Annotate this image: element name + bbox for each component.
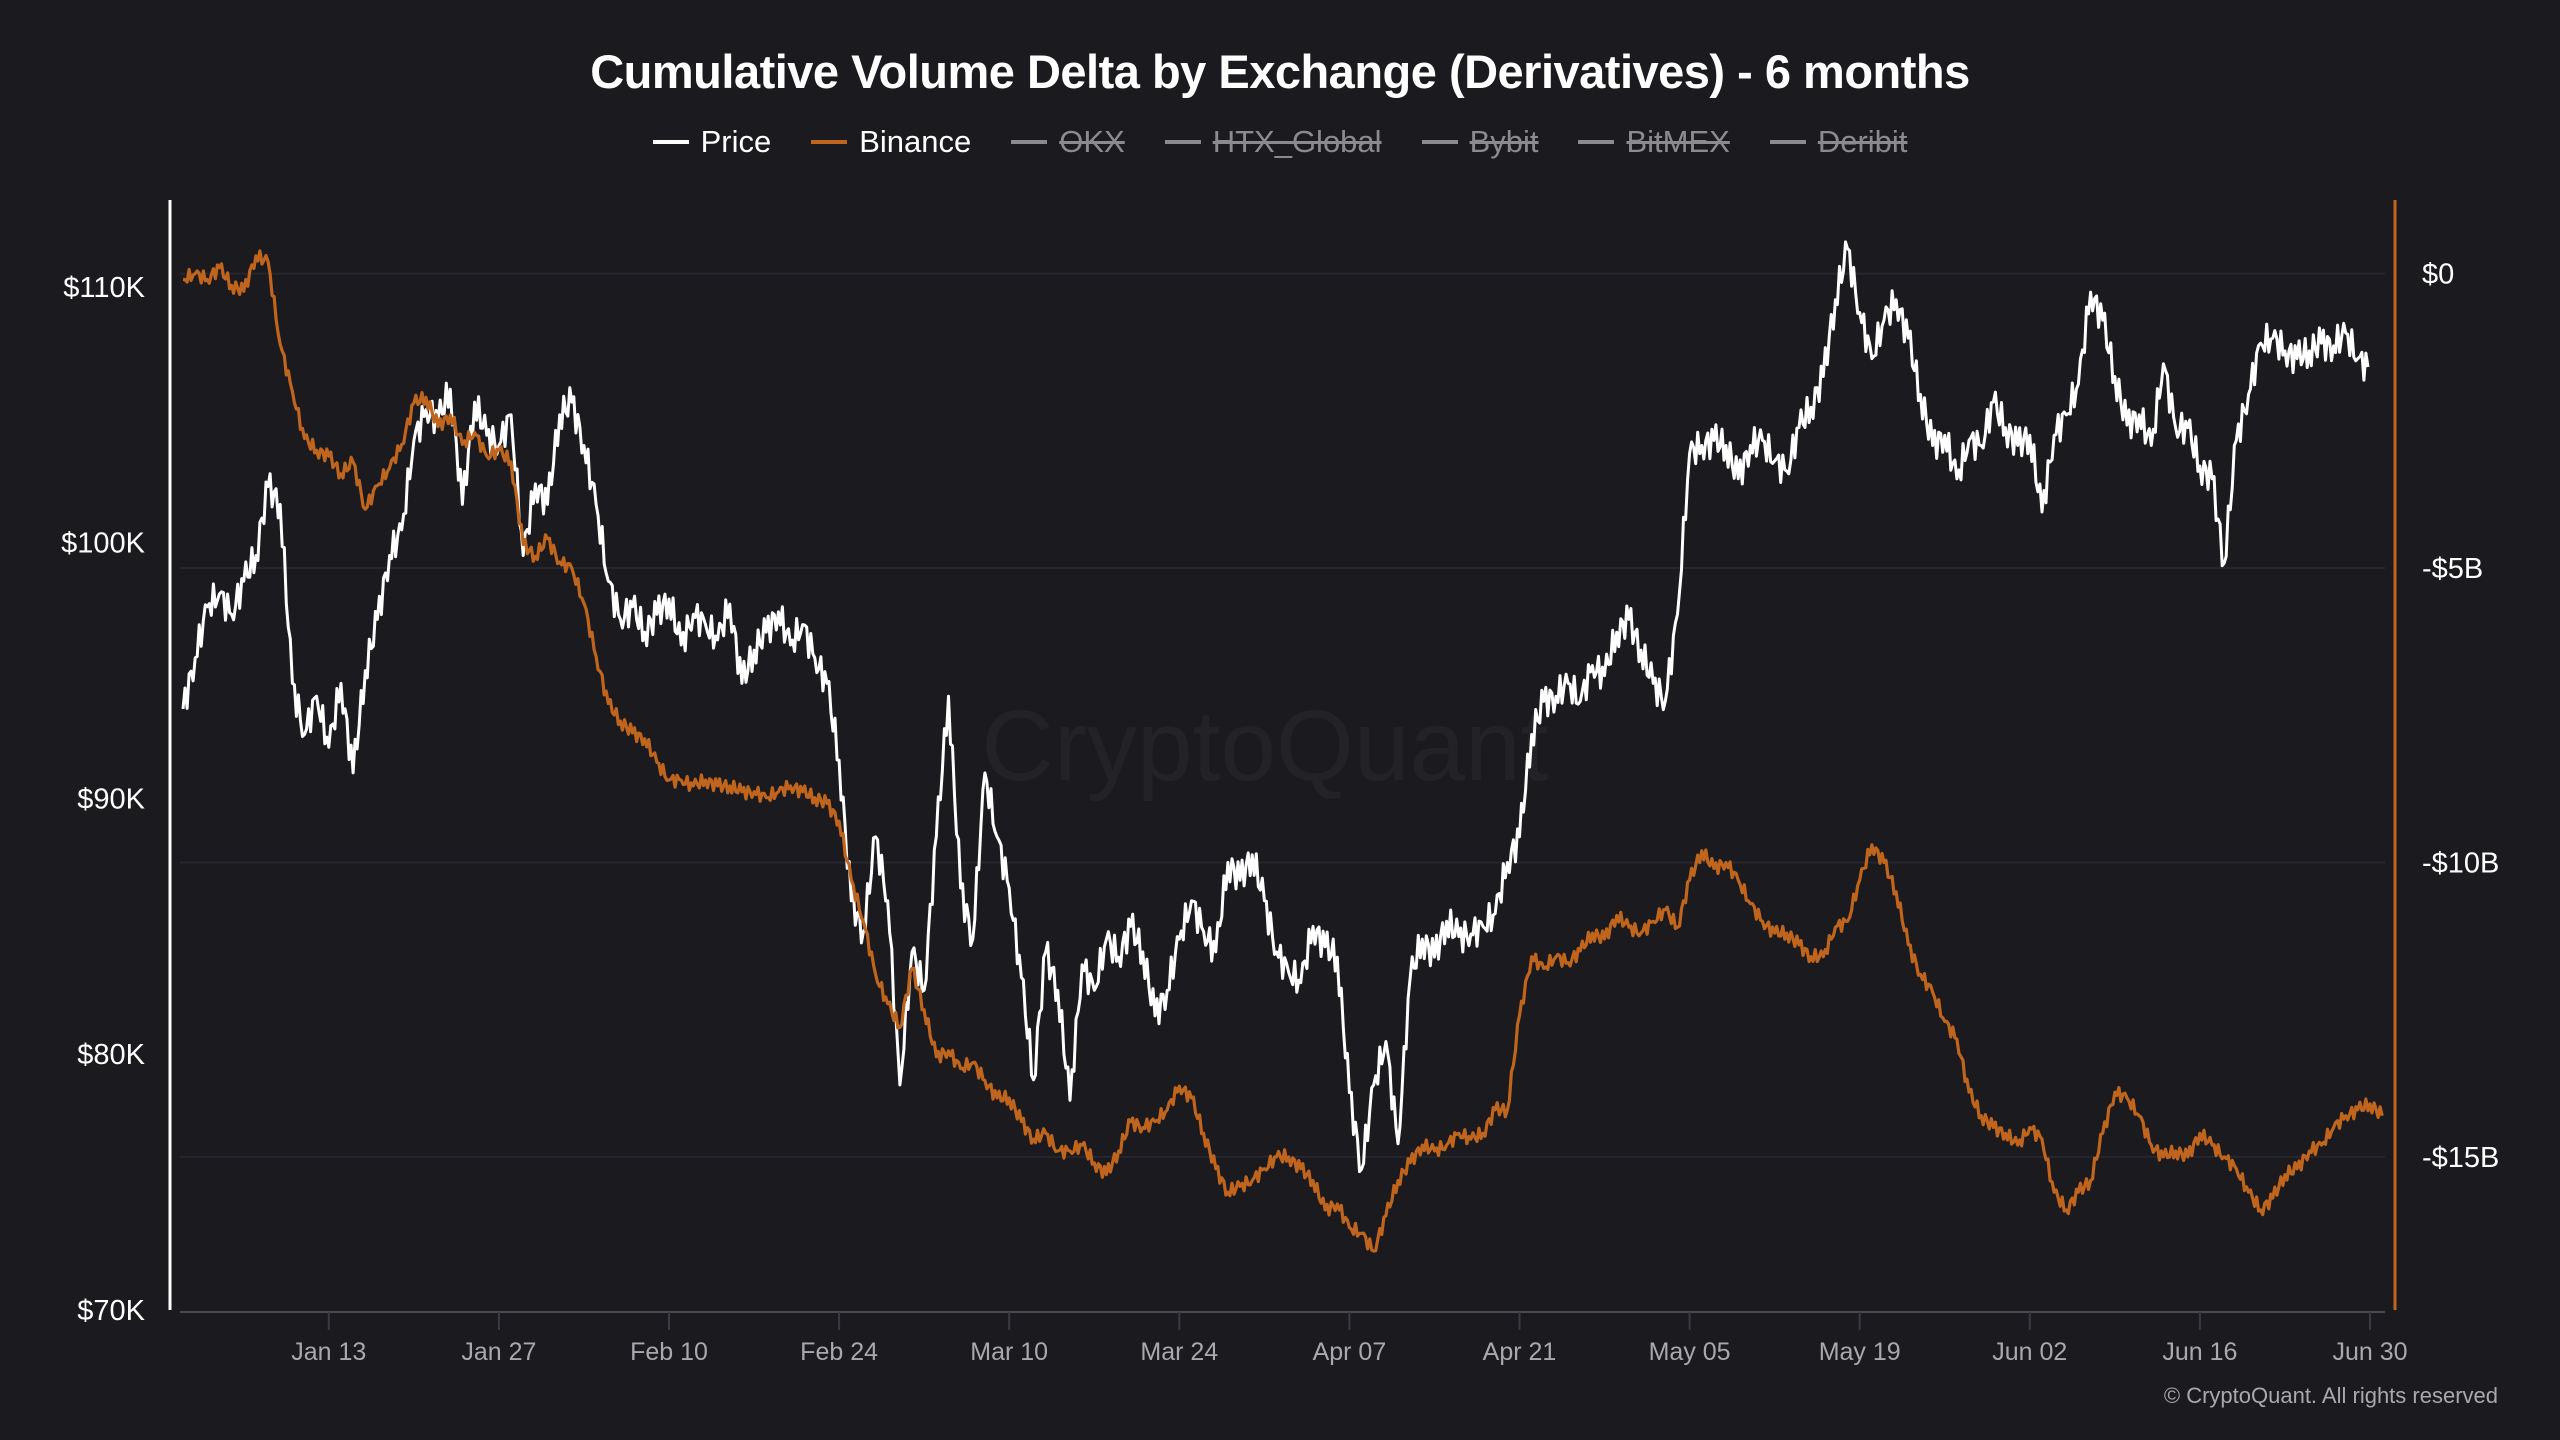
series-line-binance xyxy=(182,249,2384,1253)
legend-label: Price xyxy=(700,124,772,159)
legend-item-price[interactable]: Price xyxy=(652,124,772,160)
x-axis-tick-label: May 19 xyxy=(1819,1338,1901,1366)
x-axis-tick-label: Jan 27 xyxy=(461,1338,536,1366)
right-axis-tick-label: $0 xyxy=(2422,259,2454,291)
legend-label: BitMEX xyxy=(1626,124,1730,159)
legend-line-icon xyxy=(1421,140,1458,144)
chart-title: Cumulative Volume Delta by Exchange (Der… xyxy=(590,45,1970,98)
legend-label: Deribit xyxy=(1817,124,1908,159)
x-axis-tick-label: Feb 24 xyxy=(800,1338,878,1366)
legend-line-icon xyxy=(1011,140,1048,144)
legend-item-bitmex[interactable]: BitMEX xyxy=(1578,124,1730,160)
legend-line-icon xyxy=(1769,140,1806,144)
x-axis-tick-label: Jun 02 xyxy=(1992,1338,2067,1366)
left-axis-tick-label: $100K xyxy=(61,528,146,560)
right-axis-tick-label: -$15B xyxy=(2422,1142,2499,1174)
series-layer xyxy=(181,0,2384,1253)
x-axis-tick-label: May 05 xyxy=(1649,1338,1731,1366)
legend: Price Binance OKX HTX_Global Bybit BitMEX Deri… xyxy=(0,124,2560,160)
x-axis-tick-label: Mar 24 xyxy=(1140,1338,1218,1366)
x-axis-tick-label: Jun 16 xyxy=(2162,1338,2237,1366)
left-axis-tick-label: $70K xyxy=(77,1295,145,1327)
legend-item-binance[interactable]: Binance xyxy=(811,124,971,160)
legend-line-icon xyxy=(811,140,848,144)
left-axis-tick-label: $90K xyxy=(77,783,145,815)
legend-label: Bybit xyxy=(1469,124,1539,159)
x-axis-tick-label: Apr 21 xyxy=(1483,1338,1557,1366)
legend-line-icon xyxy=(1164,140,1201,144)
legend-label: OKX xyxy=(1059,124,1125,159)
watermark: CryptoQuant xyxy=(982,690,1549,802)
gridlines xyxy=(180,272,2385,1158)
x-axis-tick-label: Mar 10 xyxy=(970,1338,1048,1366)
x-axis-tick-label: Jan 13 xyxy=(291,1338,366,1366)
copyright-text: © CryptoQuant. All rights reserved xyxy=(2163,1383,2498,1408)
left-axis-tick-label: $80K xyxy=(77,1039,145,1071)
legend-item-deribit[interactable]: Deribit xyxy=(1769,124,1908,160)
x-axis-tick-label: Jun 30 xyxy=(2332,1338,2407,1366)
axes-layer: $0 -$5B -$10B -$15B $110K $100K $90K $80K $70K Ja… xyxy=(61,200,2499,1366)
legend-item-okx[interactable]: OKX xyxy=(1011,124,1125,160)
legend-line-icon xyxy=(652,140,689,144)
legend-label: Binance xyxy=(859,124,972,159)
series-line-price xyxy=(181,240,2370,1174)
right-axis-tick-label: -$10B xyxy=(2422,847,2499,879)
legend-item-htx-global[interactable]: HTX_Global xyxy=(1164,124,1382,160)
x-axis-tick-label: Apr 07 xyxy=(1313,1338,1387,1366)
left-axis-tick-label: $110K xyxy=(63,272,145,304)
right-axis-tick-label: -$5B xyxy=(2422,553,2483,585)
legend-item-bybit[interactable]: Bybit xyxy=(1421,124,1539,160)
legend-label: HTX_Global xyxy=(1212,124,1382,159)
legend-line-icon xyxy=(1578,140,1615,144)
x-axis-tick-label: Feb 10 xyxy=(630,1338,708,1366)
